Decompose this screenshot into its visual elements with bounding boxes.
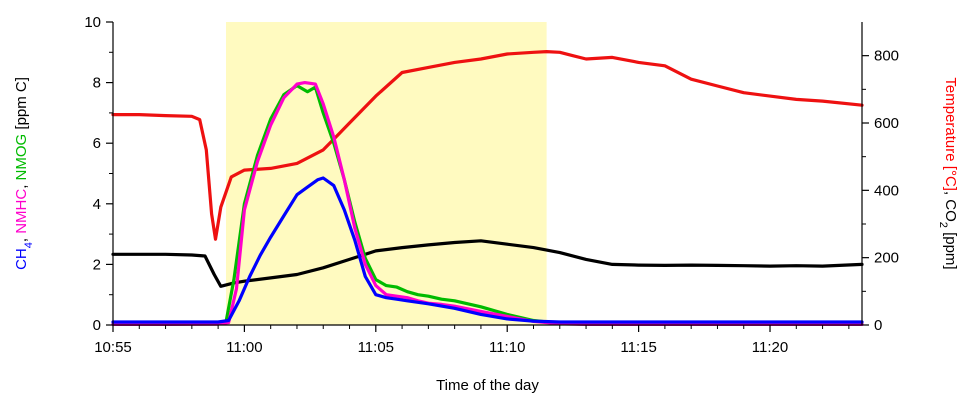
- left-y-tick-label: 4: [93, 196, 101, 213]
- series-line-temperature-c: [111, 50, 864, 241]
- axes-layer: 0 2 4 6 8 10 0 200 400 600 800 10:55 11:00 11:05 11:10…: [84, 14, 899, 356]
- x-tick-label: 10:55: [94, 339, 132, 356]
- left-y-tick-label: 10: [84, 14, 101, 31]
- axis-title-part: ,: [13, 234, 30, 242]
- axis-title-part: NMHC: [13, 189, 30, 234]
- right-y-tick-label: 600: [874, 115, 899, 132]
- right-y-axis-title: Temperature [°C], CO2 [ppm]: [937, 77, 959, 269]
- right-y-tick-label: 200: [874, 250, 899, 267]
- x-axis-title: Time of the day: [436, 377, 539, 394]
- left-y-tick-label: 8: [93, 75, 101, 92]
- x-tick-label: 11:10: [489, 339, 525, 356]
- right-y-tick-label: 800: [874, 48, 899, 65]
- left-y-tick-label: 0: [93, 317, 101, 334]
- x-tick-label: 11:00: [226, 339, 262, 356]
- left-y-axis-title: CH4, NMHC, NMOG [ppm C]: [13, 77, 35, 270]
- x-tick-label: 11:20: [752, 339, 788, 356]
- axis-title-part: 2: [937, 222, 949, 228]
- right-y-tick-label: 0: [874, 317, 882, 334]
- x-tick-label: 11:05: [358, 339, 394, 356]
- series-line-ch: [111, 176, 864, 324]
- axis-title-part: NMOG: [13, 134, 30, 181]
- axis-title-part: 4: [23, 242, 35, 248]
- axis-title-part: Temperature [°C]: [942, 77, 959, 191]
- axis-title-part: CH: [13, 248, 30, 270]
- axis-title-part: ,: [13, 180, 30, 188]
- x-tick-label: 11:15: [620, 339, 656, 356]
- highlight-region: [226, 22, 547, 325]
- axis-title-part: , CO: [942, 191, 959, 222]
- series-layer: [111, 50, 864, 326]
- axis-title-part: [ppm C]: [13, 77, 30, 134]
- right-y-tick-label: 400: [874, 182, 899, 199]
- left-y-tick-label: 2: [93, 256, 101, 273]
- series-line-co-ppm: [111, 239, 864, 288]
- axis-title-part: [ppm]: [942, 228, 959, 270]
- left-y-tick-label: 6: [93, 135, 101, 152]
